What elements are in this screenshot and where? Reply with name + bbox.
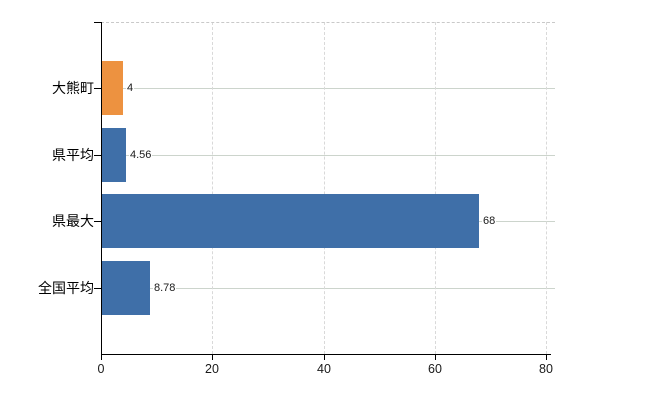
vertical-gridline <box>546 22 547 354</box>
category-label: 県平均 <box>52 147 94 163</box>
x-axis-tick <box>324 354 325 360</box>
bar-3 <box>101 261 150 315</box>
horizontal-gridline <box>101 88 555 89</box>
bar-value-label: 8.78 <box>153 280 177 296</box>
y-axis-top-tick <box>94 22 101 23</box>
vertical-gridline <box>212 22 213 354</box>
bar-2 <box>101 194 479 248</box>
bar-value-label: 68 <box>482 213 497 229</box>
x-axis-tick-label: 80 <box>539 362 553 376</box>
y-axis-tick <box>94 155 101 156</box>
x-axis-tick-label: 0 <box>97 362 105 376</box>
vertical-gridline <box>324 22 325 354</box>
y-axis-tick <box>94 288 101 289</box>
vertical-gridline <box>435 22 436 354</box>
category-label: 大熊町 <box>52 80 94 96</box>
bar-0 <box>101 61 123 115</box>
bar-1 <box>101 128 126 182</box>
x-axis-tick-label: 40 <box>317 362 331 376</box>
y-axis-tick <box>94 88 101 89</box>
category-label: 県最大 <box>52 213 94 229</box>
x-axis-tick <box>212 354 213 360</box>
category-label: 全国平均 <box>38 280 94 296</box>
x-axis-tick <box>101 354 102 360</box>
x-axis-tick <box>435 354 436 360</box>
x-axis-line <box>101 354 551 355</box>
y-axis-tick <box>94 221 101 222</box>
x-axis-tick-label: 60 <box>428 362 442 376</box>
plot-top-border <box>101 22 555 23</box>
horizontal-gridline <box>101 288 555 289</box>
bar-value-label: 4 <box>126 80 135 96</box>
x-axis-tick <box>546 354 547 360</box>
horizontal-gridline <box>101 155 555 156</box>
bar-value-label: 4.56 <box>129 147 153 163</box>
x-axis-tick-label: 20 <box>205 362 219 376</box>
y-axis-line <box>101 22 102 354</box>
